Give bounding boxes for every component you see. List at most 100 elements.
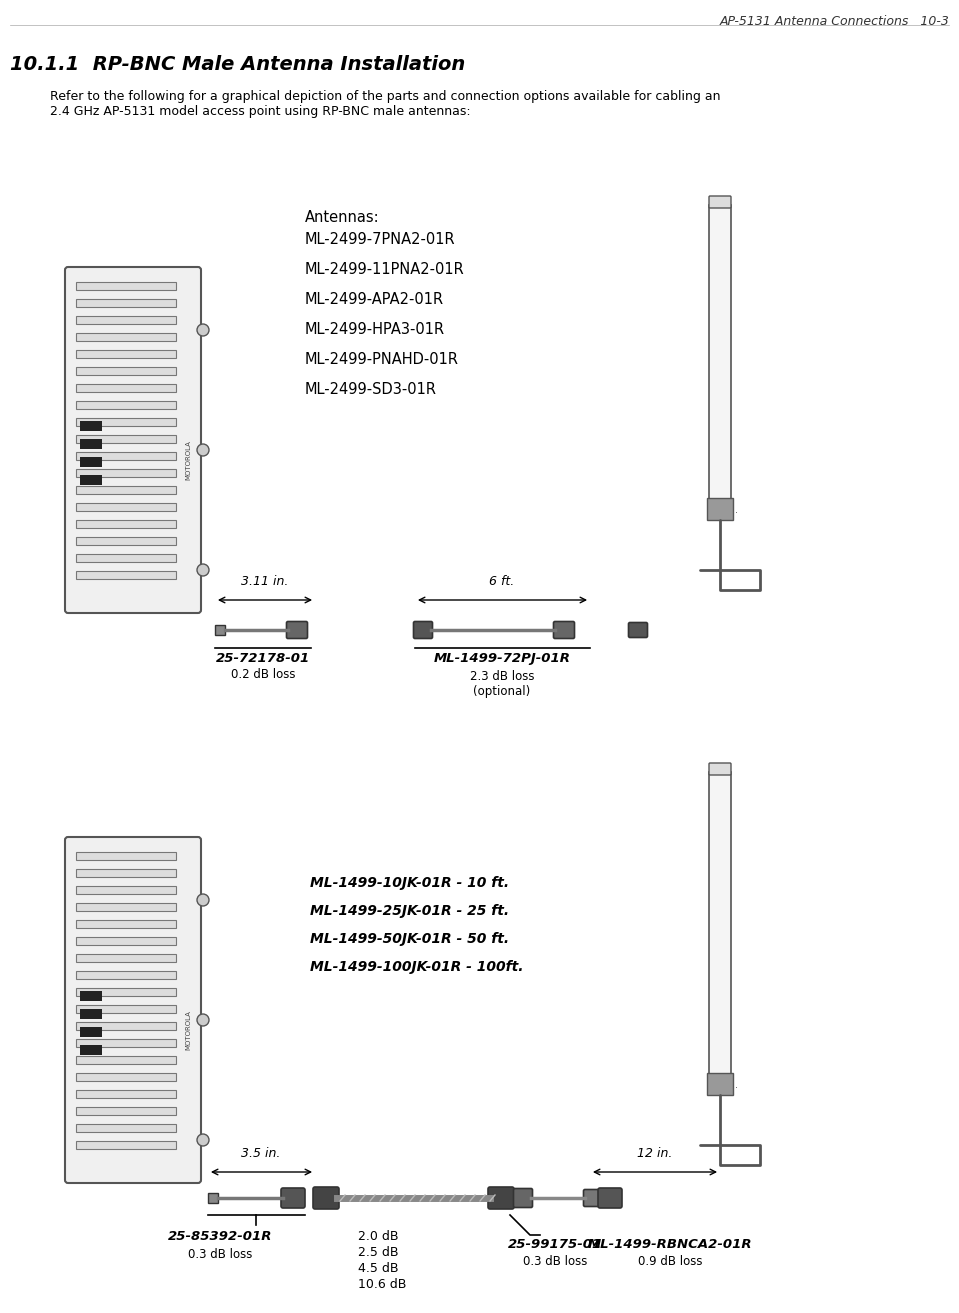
FancyBboxPatch shape	[553, 621, 574, 638]
Bar	[76, 1124, 176, 1132]
Bar	[76, 503, 176, 511]
Bar	[80, 1008, 102, 1019]
Circle shape	[197, 1134, 209, 1146]
Text: MOTOROLA: MOTOROLA	[185, 1010, 191, 1050]
FancyBboxPatch shape	[513, 1188, 532, 1208]
Bar	[76, 886, 176, 894]
Bar	[76, 571, 176, 579]
Text: 25-72178-01: 25-72178-01	[216, 653, 310, 664]
Bar	[76, 334, 176, 341]
Bar	[76, 299, 176, 307]
FancyBboxPatch shape	[709, 763, 731, 775]
Text: ML-1499-25JK-01R - 25 ft.: ML-1499-25JK-01R - 25 ft.	[310, 903, 509, 918]
Bar	[80, 457, 102, 467]
Bar	[76, 418, 176, 425]
Text: 2.5 dB: 2.5 dB	[358, 1246, 399, 1259]
Bar	[707, 498, 733, 520]
Bar	[76, 469, 176, 477]
Text: MOTOROLA: MOTOROLA	[185, 440, 191, 481]
FancyBboxPatch shape	[65, 267, 201, 613]
Text: ML-2499-HPA3-01R: ML-2499-HPA3-01R	[305, 322, 445, 337]
Bar	[76, 955, 176, 962]
Text: ML-1499-50JK-01R - 50 ft.: ML-1499-50JK-01R - 50 ft.	[310, 932, 509, 945]
Bar	[709, 772, 731, 1095]
Bar	[76, 1073, 176, 1081]
Text: 0.2 dB loss: 0.2 dB loss	[231, 668, 295, 681]
Text: 2.0 dB: 2.0 dB	[358, 1230, 399, 1243]
Text: AP-5131 Antenna Connections   10-3: AP-5131 Antenna Connections 10-3	[720, 14, 950, 28]
Bar	[76, 452, 176, 460]
Bar	[76, 383, 176, 393]
Text: 25-85392-01R: 25-85392-01R	[168, 1230, 272, 1243]
Bar	[76, 435, 176, 442]
Bar	[76, 920, 176, 928]
Bar	[76, 1056, 176, 1064]
Bar	[76, 987, 176, 997]
Text: ML-1499-100JK-01R - 100ft.: ML-1499-100JK-01R - 100ft.	[310, 960, 524, 974]
Text: ML-2499-7PNA2-01R: ML-2499-7PNA2-01R	[305, 232, 456, 247]
Circle shape	[197, 894, 209, 906]
Bar	[80, 421, 102, 431]
Bar	[80, 1045, 102, 1056]
Text: 12 in.: 12 in.	[638, 1148, 672, 1159]
Text: 2.3 dB loss
(optional): 2.3 dB loss (optional)	[470, 670, 534, 699]
Bar	[208, 1194, 218, 1203]
Bar	[215, 625, 225, 635]
Text: 25-99175-01: 25-99175-01	[508, 1238, 602, 1251]
Bar	[76, 1090, 176, 1098]
Text: 4.5 dB: 4.5 dB	[358, 1262, 399, 1275]
Bar	[76, 1022, 176, 1029]
Text: ML-2499-SD3-01R: ML-2499-SD3-01R	[305, 382, 437, 397]
Text: ML-2499-11PNA2-01R: ML-2499-11PNA2-01R	[305, 263, 465, 277]
Bar	[76, 1004, 176, 1014]
FancyBboxPatch shape	[583, 1190, 600, 1207]
Bar	[80, 439, 102, 449]
Text: 0.3 dB loss: 0.3 dB loss	[523, 1255, 587, 1268]
Bar	[76, 852, 176, 860]
Text: 10.1.1  RP-BNC Male Antenna Installation: 10.1.1 RP-BNC Male Antenna Installation	[10, 55, 465, 74]
Text: 10.6 dB: 10.6 dB	[358, 1278, 407, 1291]
FancyBboxPatch shape	[313, 1187, 339, 1209]
Bar	[76, 520, 176, 528]
Text: 0.3 dB loss: 0.3 dB loss	[188, 1247, 252, 1260]
Text: 3.11 in.: 3.11 in.	[242, 575, 289, 588]
Bar	[707, 1073, 733, 1095]
Text: 0.9 dB loss: 0.9 dB loss	[638, 1255, 702, 1268]
FancyBboxPatch shape	[287, 621, 308, 638]
Circle shape	[197, 565, 209, 576]
Text: .: .	[735, 506, 738, 515]
Text: Refer to the following for a graphical depiction of the parts and connection opt: Refer to the following for a graphical d…	[50, 91, 720, 118]
FancyBboxPatch shape	[488, 1187, 514, 1209]
Bar	[76, 537, 176, 545]
Bar	[76, 972, 176, 979]
Bar	[76, 903, 176, 911]
Bar	[709, 205, 731, 520]
Text: 3.5 in.: 3.5 in.	[242, 1148, 281, 1159]
FancyBboxPatch shape	[628, 622, 647, 638]
Bar	[76, 368, 176, 376]
Text: ML-2499-PNAHD-01R: ML-2499-PNAHD-01R	[305, 352, 459, 368]
Circle shape	[197, 1014, 209, 1025]
Text: 6 ft.: 6 ft.	[489, 575, 515, 588]
Text: ML-2499-APA2-01R: ML-2499-APA2-01R	[305, 291, 444, 307]
Bar	[76, 1141, 176, 1149]
Text: .: .	[735, 1081, 738, 1090]
Bar	[80, 1027, 102, 1037]
Circle shape	[197, 444, 209, 456]
Circle shape	[197, 324, 209, 336]
FancyBboxPatch shape	[598, 1188, 622, 1208]
Text: ML-1499-10JK-01R - 10 ft.: ML-1499-10JK-01R - 10 ft.	[310, 876, 509, 890]
Text: ML-1499-RBNCA2-01R: ML-1499-RBNCA2-01R	[588, 1238, 752, 1251]
Bar	[80, 475, 102, 484]
Bar	[76, 400, 176, 410]
Text: Antennas:: Antennas:	[305, 210, 380, 225]
FancyBboxPatch shape	[709, 196, 731, 207]
Bar	[76, 937, 176, 945]
Text: ML-1499-72PJ-01R: ML-1499-72PJ-01R	[433, 653, 571, 664]
Bar	[76, 282, 176, 290]
FancyBboxPatch shape	[65, 836, 201, 1183]
Bar	[76, 351, 176, 358]
Bar	[76, 1039, 176, 1046]
FancyBboxPatch shape	[413, 621, 433, 638]
Bar	[76, 1107, 176, 1115]
